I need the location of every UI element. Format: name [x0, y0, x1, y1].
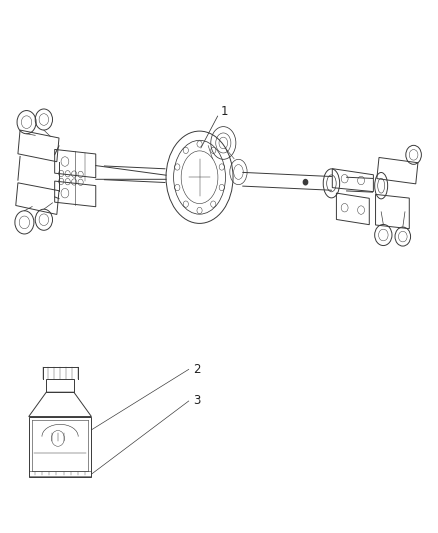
- Text: 2: 2: [193, 363, 201, 376]
- Text: 1: 1: [221, 106, 229, 118]
- Circle shape: [304, 180, 307, 185]
- Text: 3: 3: [193, 394, 201, 408]
